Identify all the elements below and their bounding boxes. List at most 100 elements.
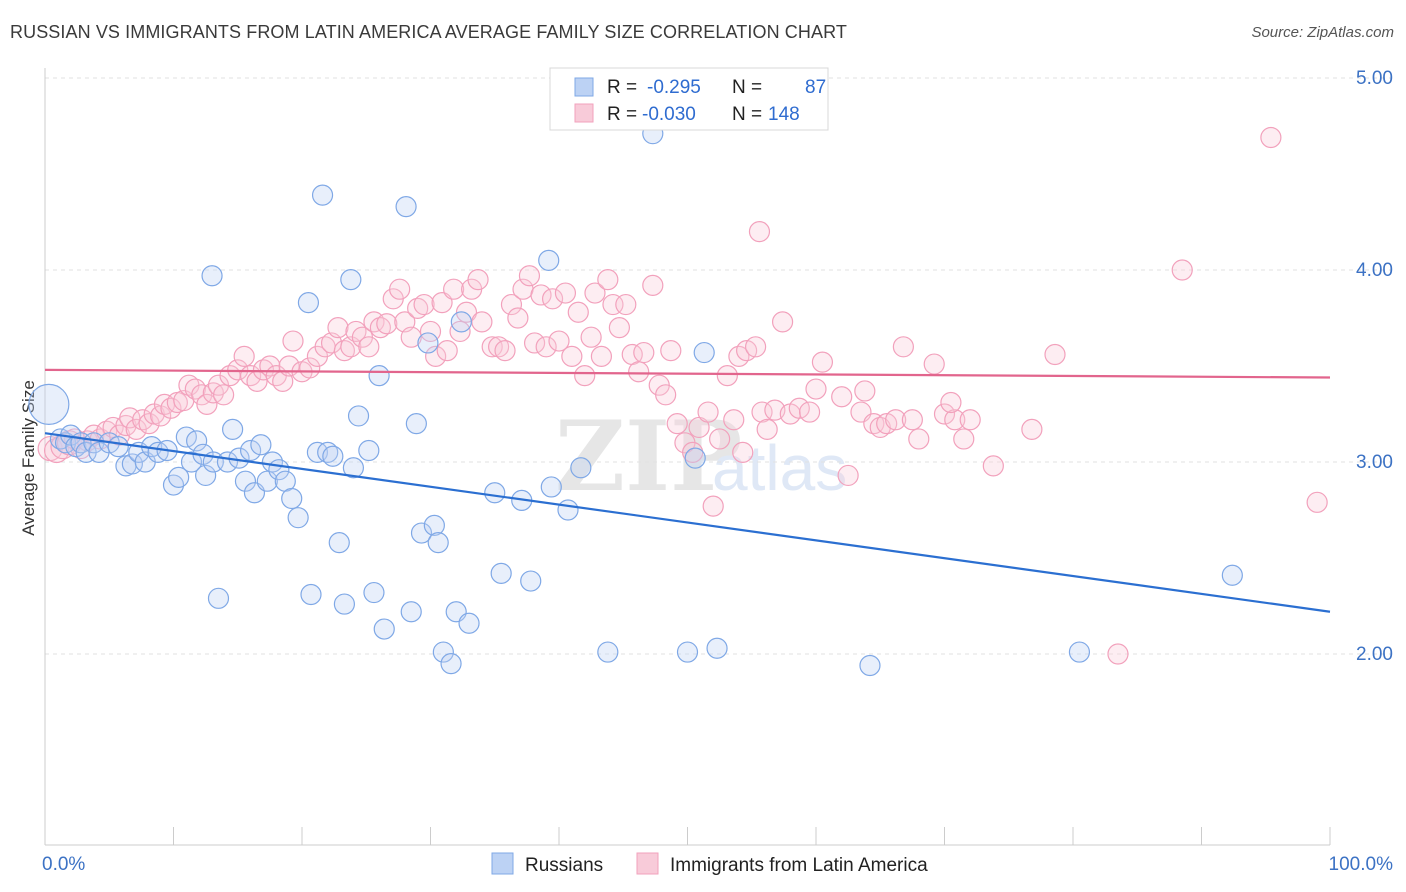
stats-r-value-1: -0.295 — [647, 77, 701, 98]
latin-america-point — [709, 428, 731, 450]
latin-america-point — [507, 307, 529, 329]
stats-r-label-1: R = — [607, 77, 637, 98]
russians-point — [340, 269, 362, 291]
latin-america-point — [666, 413, 688, 435]
russians-point — [706, 637, 728, 659]
latin-america-point — [1044, 343, 1066, 366]
latin-america-point — [655, 384, 677, 406]
latin-america-point — [233, 345, 255, 367]
latin-america-point — [732, 441, 754, 463]
russians-point — [540, 476, 562, 498]
latin-america-point — [282, 330, 304, 352]
latin-america-point — [628, 361, 650, 383]
russians-point — [195, 464, 217, 487]
latin-america-point — [811, 351, 834, 373]
latin-america-point — [541, 288, 564, 310]
x-tick-label-min: 0.0% — [42, 854, 85, 875]
latin-america-point — [697, 401, 719, 423]
latin-america-point — [132, 409, 154, 431]
latin-america-point — [431, 292, 453, 314]
latin-america-point — [494, 340, 516, 362]
latin-america-point — [892, 336, 914, 358]
legend-swatch-latin-america — [636, 852, 659, 875]
latin-america-point — [333, 340, 356, 362]
stats-r-value-2: -0.030 — [642, 104, 696, 125]
russians-point — [1068, 641, 1091, 663]
latin-america-point — [633, 341, 655, 364]
russians-point — [363, 581, 385, 604]
stats-legend-swatch-latin-america — [574, 103, 594, 123]
russians-point — [859, 654, 881, 677]
latin-america-point — [642, 274, 664, 296]
russians-point — [1221, 564, 1243, 586]
russians-point — [693, 341, 715, 364]
stats-n-value-1: 87 — [805, 77, 826, 98]
latin-america-point — [702, 495, 724, 517]
latin-america-point — [1306, 491, 1328, 513]
latin-america-point — [863, 413, 885, 435]
russians-point — [570, 457, 592, 479]
russians-point — [300, 583, 322, 606]
russians-point — [450, 311, 472, 333]
latin-america-point — [471, 311, 493, 333]
latin-america-point — [574, 365, 596, 387]
latin-america-point — [523, 332, 546, 354]
latin-america-point — [1260, 126, 1282, 149]
legend-label-latin-america: Immigrants from Latin America — [670, 855, 928, 876]
russians-point — [107, 436, 129, 458]
stats-legend-box — [549, 67, 829, 131]
latin-america-point — [608, 317, 630, 339]
latin-america-point — [837, 464, 859, 487]
latin-america-point — [500, 293, 523, 316]
russians-point — [684, 447, 706, 469]
latin-america-point — [425, 345, 447, 367]
series-legend: Russians Immigrants from Latin America — [491, 852, 928, 876]
trend-line-latin-america — [44, 368, 1331, 379]
latin-america-point — [745, 336, 767, 358]
stats-r-label-2: R = — [607, 104, 637, 125]
russians-point — [281, 487, 303, 510]
series-russians-points — [28, 123, 1243, 677]
latin-america-point — [584, 282, 606, 304]
latin-america-point — [389, 278, 411, 300]
latin-america-point — [602, 293, 624, 316]
latin-america-point — [933, 403, 956, 425]
russians-point — [520, 570, 542, 592]
russians-point — [405, 413, 427, 435]
latin-america-point — [345, 320, 367, 343]
latin-america-point — [467, 269, 489, 291]
latin-america-point — [518, 265, 541, 287]
russians-point — [297, 292, 320, 314]
russians-point — [358, 439, 380, 462]
stats-n-label-1: N = — [732, 77, 762, 98]
y-tick-label: 5.00 — [1356, 68, 1393, 89]
latin-america-point — [567, 301, 589, 323]
russians-point — [201, 265, 223, 287]
russians-point — [484, 482, 506, 504]
latin-america-point — [554, 282, 577, 304]
latin-america-point — [982, 455, 1004, 477]
source-note: Source: ZipAtlas.com — [1251, 24, 1394, 41]
latin-america-point — [771, 311, 794, 333]
russians-point — [417, 332, 439, 354]
latin-america-point — [138, 413, 160, 435]
latin-america-point — [831, 386, 853, 408]
y-tick-label: 3.00 — [1356, 452, 1393, 473]
russians-point — [432, 641, 454, 663]
watermark-zip: ZIP — [555, 400, 742, 513]
latin-america-point — [1107, 643, 1129, 665]
russians-point — [28, 383, 70, 425]
russians-point — [440, 652, 462, 675]
russians-point — [287, 507, 309, 529]
russians-point — [186, 430, 208, 452]
russians-point — [342, 457, 364, 479]
latin-america-point — [400, 326, 422, 348]
latin-america-point — [413, 293, 435, 316]
russians-point — [322, 445, 344, 467]
russians-point — [410, 522, 433, 544]
stats-legend-swatch-russians — [574, 77, 594, 97]
stats-n-label-2: N = — [732, 104, 762, 125]
latin-america-point — [682, 441, 704, 463]
latin-america-point — [548, 330, 570, 352]
